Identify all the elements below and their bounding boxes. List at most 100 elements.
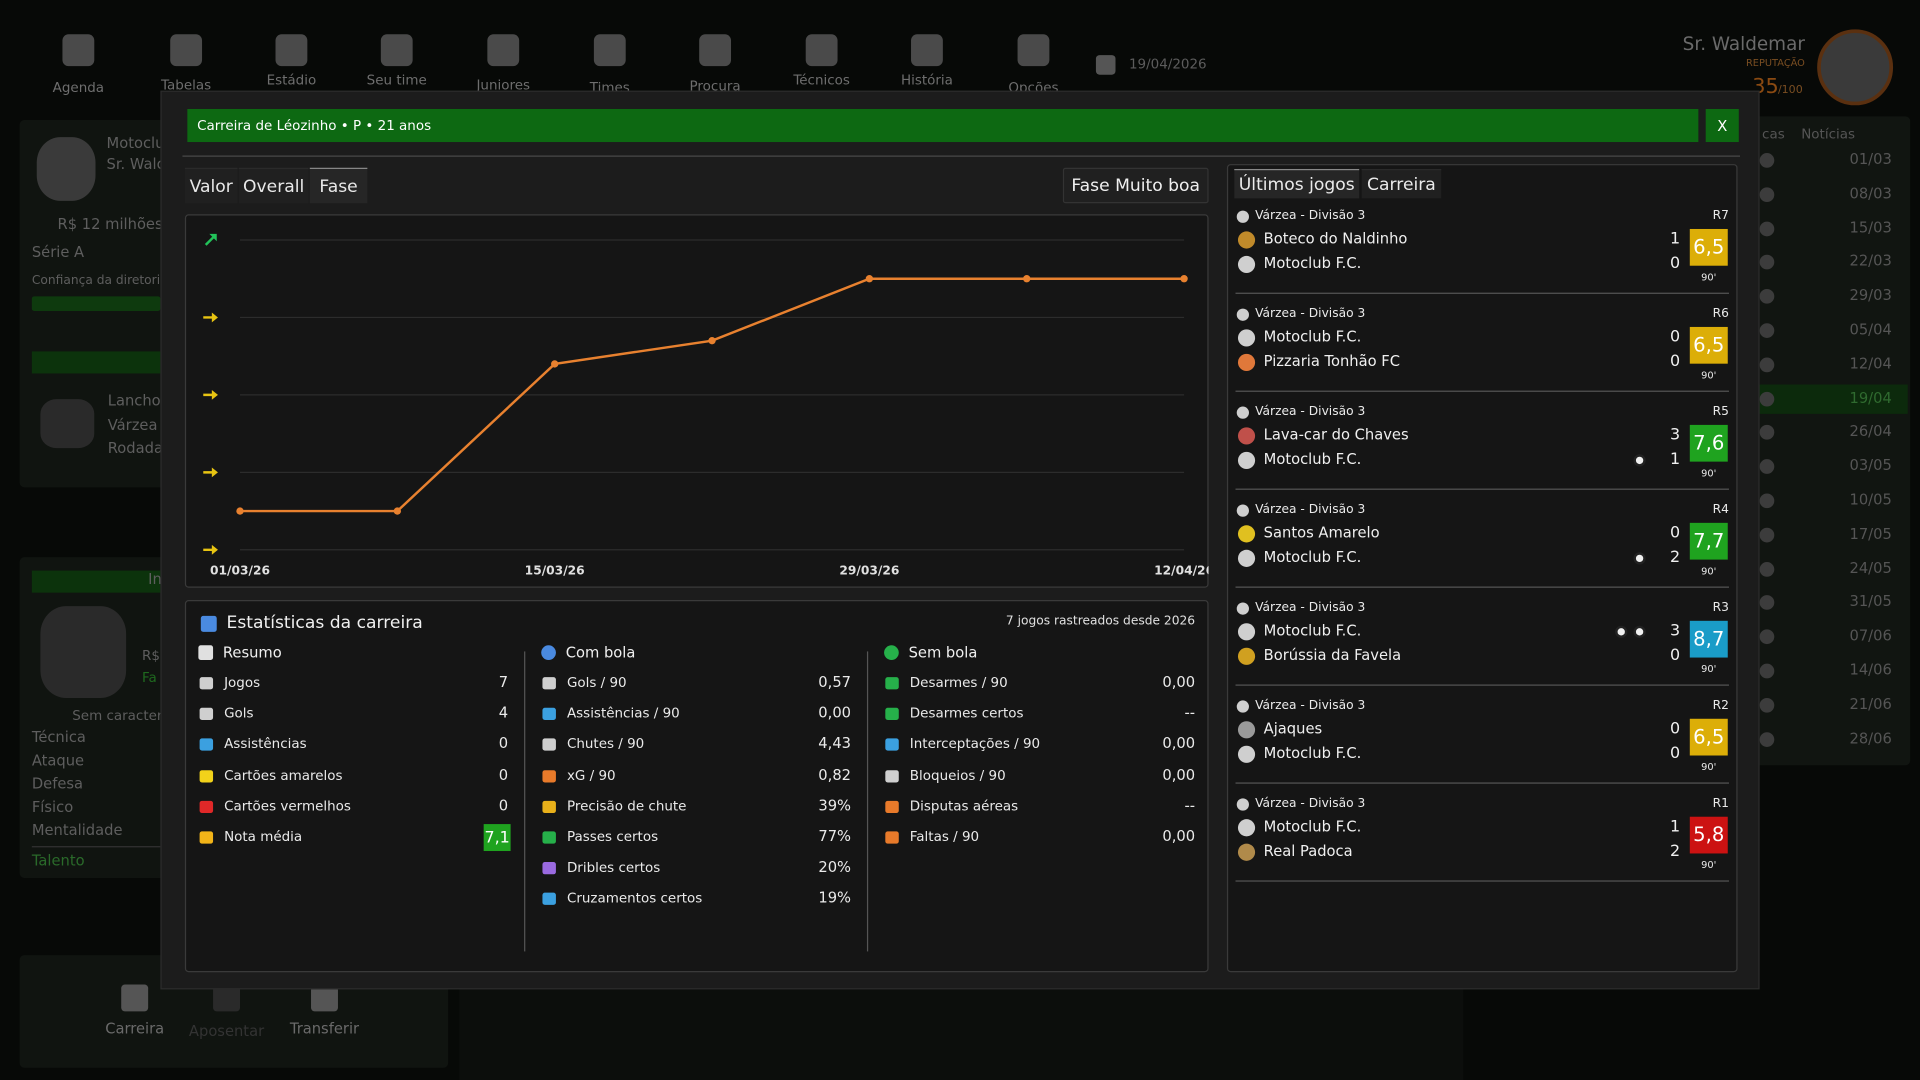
- team-crest: [1237, 549, 1256, 567]
- nav-icon: [62, 34, 95, 67]
- schedule-date: 29/03: [1849, 286, 1892, 304]
- matches-tab-label[interactable]: Últimos jogos: [1238, 175, 1355, 195]
- stat-icon: [542, 893, 556, 906]
- stats-icon: [200, 615, 217, 632]
- schedule-date: 10/05: [1849, 491, 1892, 509]
- team-name: Motoclub F.C.: [1263, 622, 1362, 640]
- y-tick-arrow: [204, 233, 217, 246]
- team-crest: [1237, 255, 1256, 274]
- rating: 6,5: [1693, 333, 1725, 357]
- date-row-icon: [1759, 323, 1775, 338]
- background-text: Sr. Walc: [106, 155, 165, 173]
- team-score: 1: [1670, 817, 1681, 837]
- chart-tab-label[interactable]: Fase: [319, 177, 358, 198]
- minutes: 90': [1701, 467, 1717, 479]
- confidence-bar: [31, 296, 161, 312]
- coach-photo: [40, 399, 95, 449]
- chart-tab-label[interactable]: Overall: [243, 177, 305, 198]
- nav-icon: [805, 34, 838, 67]
- chart-tab[interactable]: Overall: [238, 167, 309, 204]
- arrow-head: [211, 312, 218, 323]
- team-score: 3: [1670, 622, 1681, 641]
- stat-value: --: [1184, 704, 1196, 722]
- team-score: 0: [1670, 646, 1681, 665]
- stat-value: 19%: [818, 889, 852, 907]
- rating: 8,7: [1693, 626, 1725, 651]
- matches-tab[interactable]: Carreira: [1361, 168, 1442, 199]
- stat-value: 0,00: [1162, 766, 1196, 784]
- stat-icon: [885, 738, 899, 752]
- close-button[interactable]: X: [1705, 108, 1739, 143]
- background-text: Rodada: [107, 439, 163, 457]
- column-heading-icon: [198, 645, 214, 661]
- action-icon: [121, 984, 149, 1012]
- round: R4: [1712, 503, 1729, 517]
- date-row-icon: [1759, 595, 1775, 611]
- team-score: 2: [1670, 548, 1681, 567]
- team-score: 1: [1670, 450, 1681, 469]
- nav-label[interactable]: História: [900, 72, 953, 89]
- team-crest: [1237, 329, 1256, 347]
- stat-icon: [199, 738, 214, 752]
- stat-label: Cartões vermelhos: [224, 798, 351, 815]
- team-score: 2: [1670, 842, 1681, 861]
- schedule-date: 12/04: [1849, 354, 1892, 372]
- nav-date: 19/04/2026: [1128, 56, 1207, 73]
- matches-tab[interactable]: Últimos jogos: [1234, 168, 1360, 199]
- modal-header: Carreira de Léozinho • P • 21 anos: [187, 108, 1699, 143]
- date-row-icon: [1759, 425, 1775, 441]
- team-name: Motoclub F.C.: [1263, 548, 1362, 566]
- close-label[interactable]: X: [1717, 117, 1728, 135]
- x-tick-label: 15/03/26: [525, 563, 585, 577]
- schedule-date: 01/03: [1849, 150, 1892, 168]
- nav-label[interactable]: Estádio: [266, 72, 317, 89]
- goal-icon: [1615, 625, 1628, 638]
- chart-tab[interactable]: Valor: [184, 167, 238, 204]
- minutes: 90': [1701, 859, 1717, 871]
- competition-icon: [1236, 700, 1249, 713]
- schedule-date: 05/04: [1849, 320, 1892, 338]
- action-label[interactable]: Transferir: [289, 1020, 360, 1038]
- nav-label[interactable]: Técnicos: [793, 72, 850, 89]
- nav-label[interactable]: Agenda: [52, 79, 105, 96]
- nav-icon: [487, 34, 520, 67]
- nav-label[interactable]: Procura: [689, 78, 741, 95]
- date-row-icon: [1759, 459, 1775, 475]
- phase-point: [1180, 275, 1188, 283]
- y-tick-arrow: [203, 390, 218, 400]
- team-crest: [1237, 745, 1256, 763]
- team-name: Motoclub F.C.: [1263, 450, 1362, 468]
- date-row-icon: [1759, 731, 1775, 747]
- attribute-label: Físico: [31, 798, 74, 816]
- schedule-date: 07/06: [1849, 627, 1892, 645]
- competition: Várzea - Divisão 3: [1255, 307, 1366, 321]
- avatar: [1817, 29, 1894, 106]
- schedule-date: 26/04: [1849, 422, 1892, 441]
- nav-label[interactable]: Tabelas: [161, 77, 212, 94]
- nav-label[interactable]: Juniores: [476, 77, 531, 94]
- action-label[interactable]: Aposentar: [188, 1022, 265, 1040]
- player-photo: [40, 606, 127, 698]
- round: R1: [1712, 797, 1729, 811]
- chart-tab-label[interactable]: Valor: [189, 177, 233, 198]
- rating-badge: 8,7: [1689, 620, 1728, 658]
- stat-icon: [885, 707, 899, 721]
- match-card: Várzea - Divisão 3 R7 Boteco do Naldinho 1 M…: [1235, 207, 1729, 294]
- chart-tab[interactable]: Fase: [309, 167, 368, 204]
- team-crest: [1237, 451, 1256, 469]
- team-crest: [1237, 427, 1256, 445]
- matches-tab-label[interactable]: Carreira: [1367, 175, 1436, 195]
- team-crest: [1237, 843, 1256, 861]
- stat-label: Nota média: [224, 828, 303, 845]
- schedule-date: 17/05: [1849, 525, 1892, 543]
- y-tick-arrow: [203, 467, 218, 478]
- team-name: Motoclub F.C.: [1263, 254, 1362, 272]
- stat-label: Cartões amarelos: [224, 767, 343, 784]
- schedule-date: 28/06: [1849, 729, 1892, 747]
- competition: Várzea - Divisão 3: [1255, 797, 1366, 811]
- stat-label: Gols: [224, 705, 254, 722]
- nav-label[interactable]: Seu time: [366, 72, 427, 89]
- action-label[interactable]: Carreira: [105, 1020, 165, 1038]
- chart-panel: 01/03/26 15/03/26 29/03/26 12/04/26: [184, 214, 1209, 588]
